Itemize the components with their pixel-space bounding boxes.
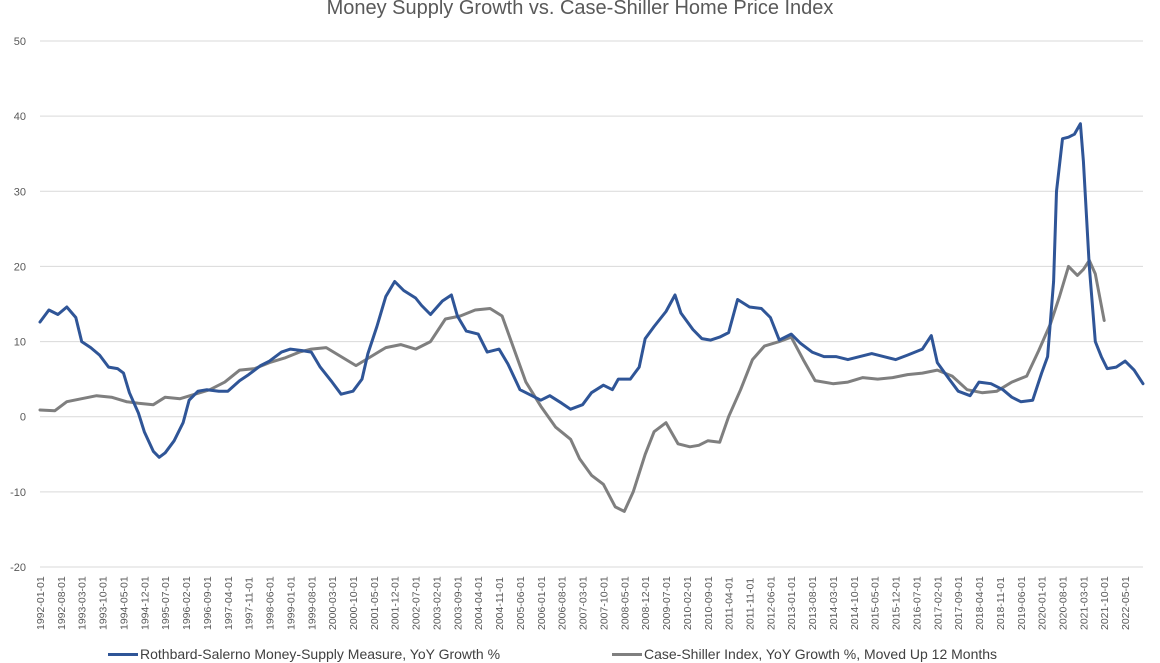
x-tick-label: 2000-10-01 [348,576,360,630]
x-axis-ticks: 1992-01-01 1992-08-01 1993-03-01 1993-10-01… [35,576,1132,630]
x-tick-label: 2014-10-01 [849,576,861,630]
y-tick-label: 20 [14,261,26,273]
x-tick-label: 2009-07-01 [661,576,673,630]
x-tick-label: 1994-12-01 [139,576,151,630]
y-tick-label: 40 [14,111,26,123]
legend-swatch-case-shiller [612,652,642,656]
x-tick-label: 1998-06-01 [265,576,277,630]
y-tick-label: 10 [14,337,26,349]
x-tick-label: 2003-02-01 [432,576,444,630]
x-tick-label: 2013-08-01 [807,576,819,630]
y-tick-label: -10 [10,487,26,499]
x-tick-label: 2000-03-01 [327,576,339,630]
x-tick-label: 2021-10-01 [1099,576,1111,630]
legend-item-money-supply: Rothbard-Salerno Money-Supply Measure, Y… [108,646,500,662]
x-tick-label: 2018-04-01 [974,576,986,630]
x-tick-label: 2021-03-01 [1078,576,1090,630]
x-tick-label: 2007-03-01 [578,576,590,630]
x-tick-label: 2019-06-01 [1016,576,1028,630]
x-tick-label: 1997-11-01 [244,577,256,630]
gridlines [40,40,1143,568]
x-tick-label: 2007-10-01 [598,576,610,630]
y-tick-label: 50 [14,36,26,48]
legend: Rothbard-Salerno Money-Supply Measure, Y… [0,646,1160,663]
x-tick-label: 2017-09-01 [953,576,965,630]
series-lines [38,122,1145,513]
x-tick-label: 1996-09-01 [202,576,214,630]
y-tick-label: 30 [14,186,26,198]
x-tick-label: 2020-08-01 [1058,576,1070,630]
series-line-money-supply [38,122,1145,459]
x-tick-label: 2008-12-01 [640,576,652,630]
x-tick-label: 2002-07-01 [411,576,423,630]
legend-item-case-shiller: Case-Shiller Index, YoY Growth %, Moved … [612,646,997,662]
x-tick-label: 2022-05-01 [1120,576,1132,630]
x-tick-label: 2014-03-01 [828,576,840,630]
x-tick-label: 2015-12-01 [891,576,903,630]
legend-label-money-supply: Rothbard-Salerno Money-Supply Measure, Y… [140,646,501,662]
x-tick-label: 2004-04-01 [473,576,485,630]
legend-label-case-shiller: Case-Shiller Index, YoY Growth %, Moved … [644,646,998,662]
x-tick-label: 2018-11-01 [995,577,1007,630]
x-tick-label: 2001-12-01 [390,576,402,630]
x-tick-label: 2006-01-01 [536,576,548,630]
x-tick-label: 2013-01-01 [786,576,798,630]
x-tick-label: 1992-01-01 [35,576,47,630]
x-tick-label: 2005-06-01 [515,576,527,630]
x-tick-label: 2015-05-01 [870,576,882,630]
x-tick-label: 2011-11-01 [745,578,757,630]
x-tick-label: 2020-01-01 [1037,576,1049,630]
x-tick-label: 2008-05-01 [619,576,631,630]
x-tick-label: 1997-04-01 [223,576,235,630]
x-tick-label: 2010-02-01 [682,576,694,630]
x-tick-label: 1999-08-01 [306,576,318,630]
x-tick-label: 2011-04-01 [724,577,736,630]
x-tick-label: 1999-01-01 [285,576,297,630]
chart-title: Money Supply Growth vs. Case-Shiller Hom… [326,0,834,19]
x-tick-label: 1993-10-01 [98,576,110,630]
x-tick-label: 2004-11-01 [494,577,506,630]
x-tick-label: 2012-06-01 [765,576,777,630]
x-tick-label: 2017-02-01 [932,576,944,630]
y-axis-ticks: 50 40 30 20 10 0 -10 -20 [10,36,26,574]
x-tick-label: 2006-08-01 [557,576,569,630]
y-tick-label: -20 [10,562,26,574]
series-line-case-shiller [38,258,1106,513]
x-tick-label: 1993-03-01 [77,576,89,630]
x-tick-label: 2003-09-01 [452,576,464,630]
x-tick-label: 2001-05-01 [369,576,381,630]
x-tick-label: 1996-02-01 [181,576,193,630]
x-tick-label: 1995-07-01 [160,576,172,630]
x-tick-label: 2016-07-01 [911,576,923,630]
legend-swatch-money-supply [108,652,138,656]
x-tick-label: 1994-05-01 [119,576,131,630]
y-tick-label: 0 [20,412,26,424]
x-tick-label: 2010-09-01 [703,576,715,630]
x-tick-label: 1992-08-01 [56,576,68,630]
